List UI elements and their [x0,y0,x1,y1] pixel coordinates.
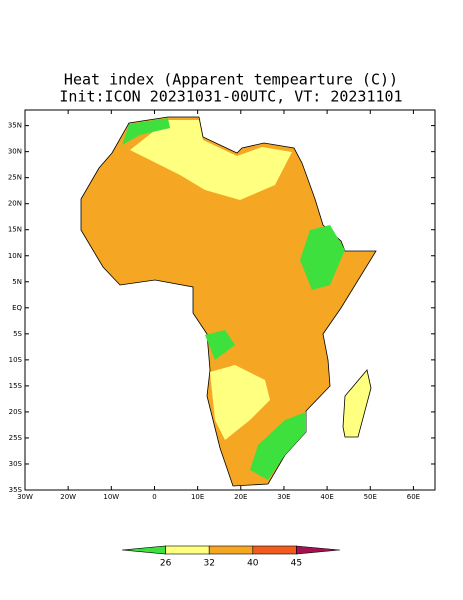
lon-tick-label: 30E [277,493,290,501]
colorbar-label: 26 [160,559,172,569]
colorbar-label: 45 [291,559,302,569]
lon-tick-label: 10W [103,493,119,501]
yellow-region [210,365,270,440]
green-region [205,330,235,360]
lon-tick-label: 50E [364,493,377,501]
lat-tick-label: 5N [12,278,22,286]
land [80,116,377,487]
lat-tick-label: EQ [12,304,22,312]
colorbar-label: 40 [247,559,259,569]
title: Heat index (Apparent tempearture (C)) [64,71,398,89]
lat-tick-label: 15N [8,226,22,234]
lat-tick-label: 25N [8,174,22,182]
lat-tick-label: 25S [9,434,23,442]
green-region [122,118,170,145]
lat-tick-label: 35N [8,122,22,130]
lon-tick-label: 20W [60,493,76,501]
lat-tick-label: 10N [8,252,22,260]
map-frame [24,109,436,491]
lat-tick-label: 15S [9,382,23,390]
africa [80,116,377,487]
lon-tick-label: 30W [17,493,33,501]
lat-tick-label: 20S [9,408,23,416]
lat-tick-label: 5S [13,330,22,338]
colorbar-swatch [252,545,297,555]
lon-tick-label: 60E [407,493,420,501]
colorbar-label: 32 [203,559,214,569]
green-region [250,412,306,480]
lat-tick-label: 30S [9,460,23,468]
lat-tick-label: 30N [8,148,22,156]
lat-tick-label: 35S [9,486,23,494]
lon-tick-label: 10E [191,493,204,501]
colorbar-swatch [296,545,341,555]
yellow-region [130,120,292,200]
subtitle: Init:ICON 20231031-00UTC, VT: 20231101 [59,88,402,106]
lon-tick-label: 0 [152,493,156,501]
colorbar-swatch [165,545,210,555]
lat-tick-label: 20N [8,200,22,208]
lon-tick-label: 40E [320,493,333,501]
colorbar-swatch [208,545,254,555]
madagascar [342,369,372,438]
green-region [300,225,345,290]
lon-tick-label: 20E [234,493,247,501]
lat-tick-label: 10S [9,356,23,364]
colorbar-swatch [121,545,166,555]
